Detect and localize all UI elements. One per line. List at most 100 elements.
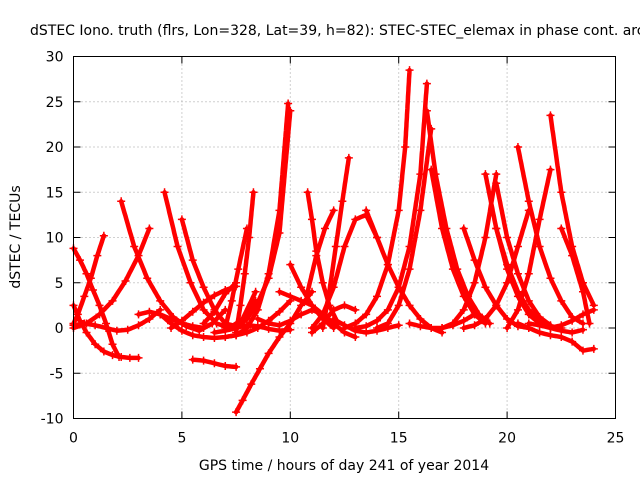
data-point [232,408,241,417]
data-point [568,328,577,337]
chart-title: dSTEC Iono. truth (flrs, Lon=328, Lat=39… [30,23,640,39]
series-arc-34 [427,165,490,328]
data-point [264,274,273,283]
data-point [589,344,598,353]
data-point [459,224,468,233]
series-line [233,108,293,331]
data-point [320,224,329,233]
data-point [307,215,316,224]
data-point [331,242,340,251]
data-point [513,143,522,151]
data-point [351,215,360,224]
series-arc-27 [318,153,353,332]
data-point [221,362,230,371]
data-point [373,316,382,325]
data-point [362,322,371,331]
data-point [557,224,566,233]
data-point [438,224,447,233]
data-point [535,242,544,251]
series-arc-33 [422,106,494,328]
data-point [199,298,208,307]
data-point [232,331,241,340]
data-point [470,310,479,319]
data-point [76,256,85,265]
data-point [102,324,111,332]
data-point [297,283,306,292]
data-point [459,305,468,314]
data-point [524,296,533,305]
data-point [199,283,208,292]
data-point [568,337,577,346]
data-point [188,355,197,364]
data-point [234,265,243,274]
x-tick-label: 15 [390,431,408,447]
data-point [286,292,295,301]
data-point [91,321,100,330]
data-point [123,325,132,334]
data-point [405,66,414,75]
data-point [438,324,447,332]
data-point [394,283,403,292]
data-point [405,319,414,328]
data-point [188,256,197,265]
data-point [503,233,512,242]
data-point [492,301,501,310]
data-point [568,251,577,260]
data-point [535,328,544,337]
series-arc-15 [221,224,251,332]
data-point [578,287,587,296]
data-point [251,287,260,296]
data-point [340,301,349,310]
data-point [578,346,587,355]
data-point [546,165,555,174]
series-line [353,81,430,331]
data-point [143,274,152,283]
data-point [362,310,371,319]
data-point [492,179,501,188]
data-point [351,324,360,332]
data-point [503,260,512,269]
data-point [89,285,98,294]
series-line [424,108,493,326]
data-point [481,170,490,179]
data-point [394,321,403,330]
data-point [459,324,468,332]
series-line [309,303,358,335]
data-point [373,324,382,332]
data-point [145,314,154,323]
data-point [503,278,512,287]
data-point [524,319,533,328]
data-point [93,251,102,260]
data-point [112,326,121,335]
data-point [264,319,273,328]
data-point [297,296,306,305]
data-point [99,347,108,356]
data-point [578,310,587,319]
data-point [108,351,117,360]
x-axis-label: GPS time / hours of day 241 of year 2014 [199,458,489,474]
y-tick-label: 10 [46,231,64,247]
data-point [513,287,522,296]
data-point [238,396,247,405]
data-point [177,316,186,325]
data-point [405,265,414,274]
data-point [585,319,594,328]
data-point [275,228,284,237]
data-point [199,356,208,365]
data-point [286,106,295,115]
data-point [427,324,436,332]
data-point [568,316,577,325]
series-line [494,180,553,328]
data-point [82,269,91,278]
data-point [470,256,479,265]
data-point [240,269,249,278]
data-point [470,278,479,287]
series-line [233,289,315,415]
series-arc-31 [351,79,431,332]
data-point [383,260,392,269]
y-tick-label: 15 [46,185,64,201]
data-point [210,307,219,316]
series-line [548,113,597,308]
data-point [557,296,566,305]
